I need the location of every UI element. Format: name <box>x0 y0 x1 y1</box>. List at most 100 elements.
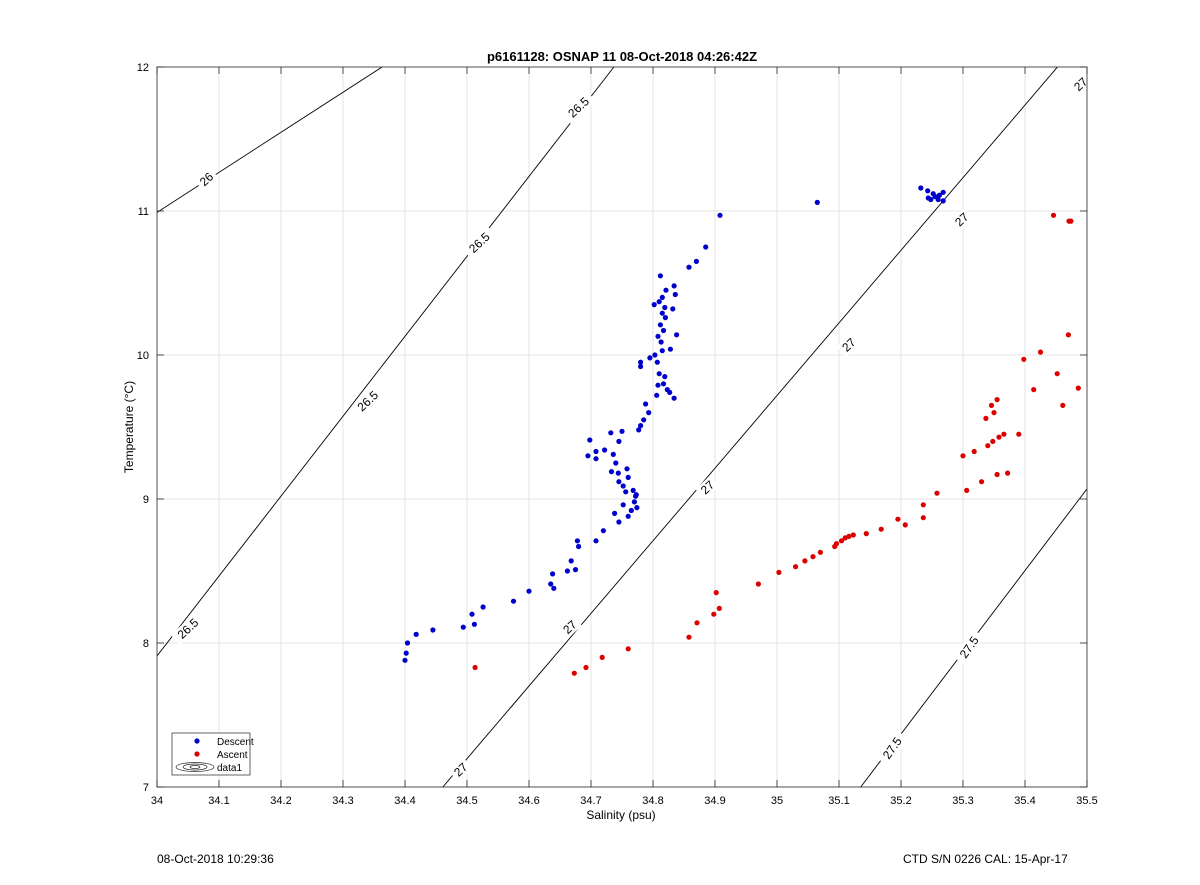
descent-point <box>652 352 658 358</box>
y-tick-label: 10 <box>137 350 149 362</box>
descent-point <box>510 598 517 604</box>
ascent-point <box>863 531 869 537</box>
descent-point <box>572 567 579 573</box>
ascent-point <box>472 664 478 671</box>
descent-point <box>593 456 599 462</box>
descent-point <box>616 479 622 485</box>
descent-point <box>659 294 665 300</box>
legend-data1-label: data1 <box>217 763 242 774</box>
descent-point <box>674 332 680 338</box>
x-tick-label: 34.2 <box>270 795 291 807</box>
descent-point <box>928 196 934 203</box>
ascent-point <box>1060 402 1066 408</box>
ascent-point <box>983 415 989 421</box>
descent-point <box>593 448 599 455</box>
descent-point <box>940 189 946 195</box>
descent-point <box>636 427 642 433</box>
descent-point <box>610 451 616 457</box>
descent-point <box>686 264 692 270</box>
descent-point <box>602 447 608 453</box>
descent-point <box>620 502 626 508</box>
x-tick-label: 35.5 <box>1076 795 1097 807</box>
density-contour-27 <box>442 67 1059 787</box>
ascent-point <box>964 487 970 493</box>
descent-point <box>616 438 622 444</box>
descent-point <box>430 627 436 633</box>
descent-point <box>672 291 678 298</box>
descent-point <box>625 474 631 480</box>
descent-point <box>670 306 676 312</box>
contour-label-background <box>448 757 473 782</box>
descent-point <box>662 315 669 321</box>
plot-frame <box>156 66 1088 788</box>
x-tick-label: 34.3 <box>332 795 353 807</box>
ascent-point <box>960 453 966 459</box>
y-tick-label: 7 <box>143 782 149 794</box>
contour-label-background <box>462 225 497 260</box>
descent-point <box>413 631 419 638</box>
x-tick-label: 35.2 <box>890 795 911 807</box>
axis-ticks: 34 34.1 34.2 34.3 34.4 34.5 34.6 34.7 34.8 34.9 35… <box>137 62 1098 807</box>
ascent-point <box>776 569 782 576</box>
descent-point <box>918 185 924 191</box>
legend-descent-label: Descent <box>217 737 254 748</box>
descent-point <box>940 198 946 204</box>
x-tick-label: 35.1 <box>828 795 849 807</box>
x-axis-label: Salinity (psu) <box>586 808 655 822</box>
descent-point <box>655 333 661 339</box>
ascent-point <box>979 479 985 485</box>
descent-point <box>662 304 668 311</box>
descent-point <box>936 192 943 198</box>
contour-label-background <box>876 730 908 767</box>
ascent-point <box>920 502 926 508</box>
ascent-point <box>694 620 700 626</box>
ascent-point <box>713 590 719 596</box>
descent-point <box>403 650 409 656</box>
descent-point <box>717 212 723 218</box>
ascent-point <box>625 646 631 652</box>
ascent-point <box>1068 218 1074 224</box>
y-tick-label: 8 <box>143 638 149 650</box>
descent-point <box>667 346 674 352</box>
descent-point <box>659 348 665 354</box>
descent-point <box>638 423 644 429</box>
x-tick-label: 34 <box>151 795 163 807</box>
y-tick-label: 9 <box>143 494 149 506</box>
descent-point <box>402 657 408 663</box>
ascent-point <box>1037 349 1044 355</box>
ascent-point <box>985 443 991 449</box>
descent-point <box>576 543 582 550</box>
ascent-point <box>599 654 605 661</box>
contour-label-background <box>836 332 862 357</box>
descent-point <box>608 430 614 436</box>
descent-point <box>647 355 653 361</box>
descent-point <box>655 382 661 388</box>
footer-timestamp: 08-Oct-2018 10:29:36 <box>157 852 274 866</box>
descent-point <box>480 604 486 610</box>
descent-point <box>671 395 677 401</box>
ascent-point <box>1016 431 1022 437</box>
contour-label-background <box>194 167 219 192</box>
descent-point <box>628 507 634 514</box>
y-axis-label: Temperature (°C) <box>122 381 136 473</box>
descent-point <box>641 417 647 423</box>
ascent-point <box>838 538 845 544</box>
descent-point <box>587 437 593 443</box>
legend-box <box>171 732 251 776</box>
ascent-point <box>711 611 717 617</box>
descent-point <box>925 188 931 194</box>
x-tick-label: 35.4 <box>1014 795 1035 807</box>
descent-point <box>657 273 664 279</box>
descent-point <box>615 470 621 476</box>
ascent-point <box>716 605 722 612</box>
ascent-point <box>902 522 908 528</box>
ascent-point <box>991 410 997 416</box>
descent-point <box>631 499 638 505</box>
x-tick-label: 35 <box>771 795 783 807</box>
legend-descent-marker <box>194 738 200 744</box>
ascent-point <box>1050 212 1057 218</box>
ascent-point <box>1031 387 1037 393</box>
descent-point <box>564 568 571 574</box>
descent-point <box>658 339 664 345</box>
